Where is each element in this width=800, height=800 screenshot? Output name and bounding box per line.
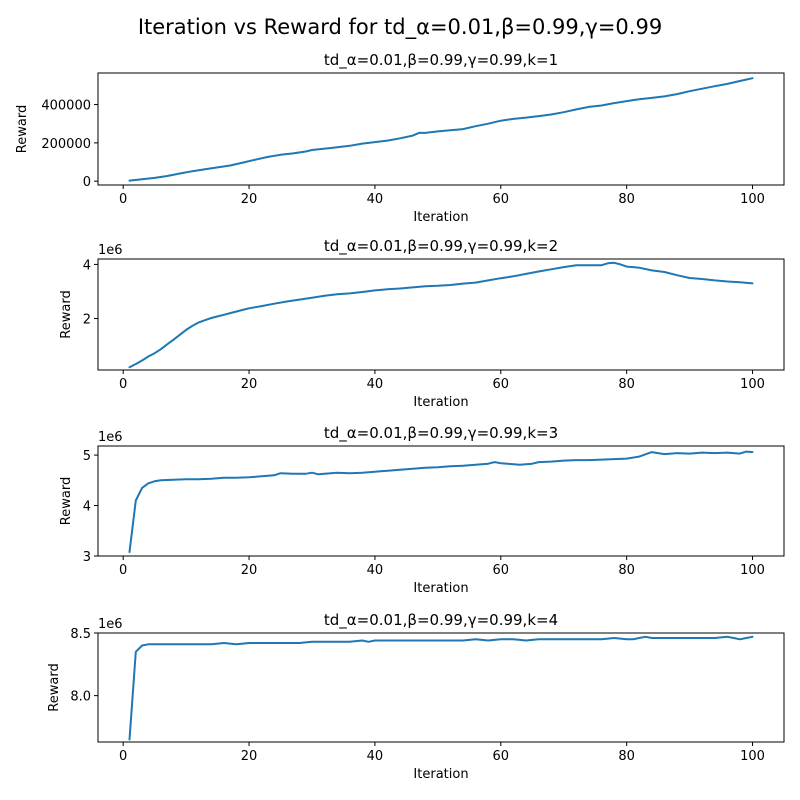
series-line	[128, 450, 754, 553]
x-tick-label: 100	[740, 192, 765, 207]
x-tick-label: 0	[119, 563, 127, 578]
x-axis-label: Iteration	[413, 395, 468, 410]
axes-frame	[97, 72, 785, 186]
y-tick-label: 5	[83, 449, 91, 464]
x-tick-label: 60	[493, 192, 510, 207]
y-tick-label: 4	[83, 500, 91, 515]
x-tick-label: 20	[241, 192, 258, 207]
x-tick-label: 60	[493, 563, 510, 578]
subplot-title: td_α=0.01,β=0.99,γ=0.99,k=3	[324, 424, 558, 443]
subplot-k4: td_α=0.01,β=0.99,γ=0.99,k=4 Iteration Re…	[47, 611, 785, 782]
series-line	[128, 261, 754, 369]
x-tick-label: 20	[241, 377, 258, 392]
x-tick-label: 80	[618, 192, 635, 207]
x-tick-label: 40	[367, 192, 384, 207]
x-tick-label: 100	[740, 749, 765, 764]
x-axis-label: Iteration	[413, 767, 468, 782]
x-tick-label: 60	[493, 377, 510, 392]
x-tick-label: 0	[119, 377, 127, 392]
x-tick-label: 0	[119, 192, 127, 207]
subplot-k1: td_α=0.01,β=0.99,γ=0.99,k=1 Iteration Re…	[15, 51, 785, 225]
x-tick-label: 80	[618, 377, 635, 392]
x-tick-label: 40	[367, 749, 384, 764]
y-tick-label: 4	[83, 258, 91, 273]
x-tick-label: 100	[740, 377, 765, 392]
y-axis-label: Reward	[15, 105, 30, 153]
y-tick-label: 8.5	[70, 627, 91, 642]
axes-frame	[97, 445, 785, 557]
y-tick-label: 200000	[41, 137, 91, 152]
series-line	[128, 635, 754, 741]
y-axis-label: Reward	[59, 477, 74, 525]
subplot-title: td_α=0.01,β=0.99,γ=0.99,k=2	[324, 237, 558, 256]
y-offset-label: 1e6	[98, 430, 123, 445]
y-tick-label: 8.0	[70, 690, 91, 705]
y-axis-label: Reward	[59, 290, 74, 338]
x-tick-label: 100	[740, 563, 765, 578]
subplot-k3: td_α=0.01,β=0.99,γ=0.99,k=3 Iteration Re…	[59, 424, 785, 596]
subplot-title: td_α=0.01,β=0.99,γ=0.99,k=1	[324, 51, 558, 70]
x-tick-label: 40	[367, 377, 384, 392]
y-offset-label: 1e6	[98, 243, 123, 258]
x-tick-label: 60	[493, 749, 510, 764]
axes-frame	[97, 258, 785, 371]
y-tick-label: 3	[83, 550, 91, 565]
x-tick-label: 20	[241, 749, 258, 764]
x-tick-label: 40	[367, 563, 384, 578]
figure-suptitle: Iteration vs Reward for td_α=0.01,β=0.99…	[138, 15, 662, 40]
y-offset-label: 1e6	[98, 617, 123, 632]
x-tick-label: 0	[119, 749, 127, 764]
subplot-title: td_α=0.01,β=0.99,γ=0.99,k=4	[324, 611, 558, 630]
series-line	[128, 77, 754, 182]
axes-frame	[97, 632, 785, 743]
x-axis-label: Iteration	[413, 210, 468, 225]
y-tick-label: 400000	[41, 99, 91, 114]
x-axis-label: Iteration	[413, 581, 468, 596]
y-axis-label: Reward	[47, 663, 62, 711]
y-tick-label: 0	[83, 175, 91, 190]
x-tick-label: 80	[618, 749, 635, 764]
y-tick-label: 2	[83, 313, 91, 328]
x-tick-label: 80	[618, 563, 635, 578]
subplot-k2: td_α=0.01,β=0.99,γ=0.99,k=2 Iteration Re…	[59, 237, 785, 410]
x-tick-label: 20	[241, 563, 258, 578]
